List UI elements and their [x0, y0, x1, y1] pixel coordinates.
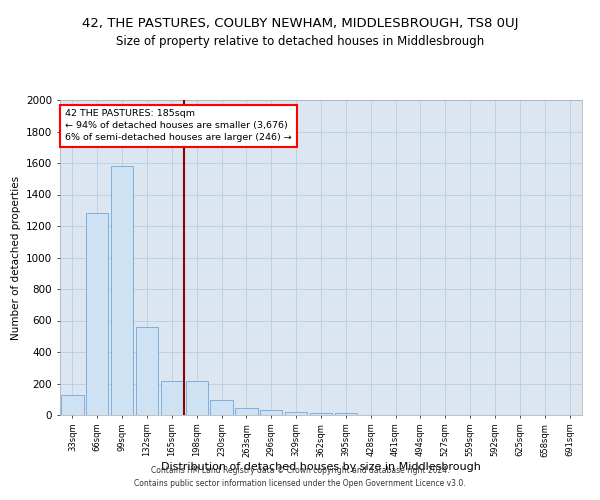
Bar: [136, 327, 158, 415]
X-axis label: Distribution of detached houses by size in Middlesbrough: Distribution of detached houses by size …: [161, 462, 481, 472]
Text: 42 THE PASTURES: 185sqm
← 94% of detached houses are smaller (3,676)
6% of semi-: 42 THE PASTURES: 185sqm ← 94% of detache…: [65, 110, 292, 142]
Y-axis label: Number of detached properties: Number of detached properties: [11, 176, 20, 340]
Bar: [61, 394, 83, 415]
Bar: [211, 400, 233, 415]
Bar: [235, 408, 257, 415]
Bar: [335, 414, 357, 415]
Bar: [185, 381, 208, 415]
Bar: [310, 414, 332, 415]
Bar: [260, 410, 283, 415]
Bar: [86, 214, 109, 415]
Text: Size of property relative to detached houses in Middlesbrough: Size of property relative to detached ho…: [116, 35, 484, 48]
Bar: [111, 166, 133, 415]
Bar: [161, 381, 183, 415]
Text: Contains HM Land Registry data © Crown copyright and database right 2024.
Contai: Contains HM Land Registry data © Crown c…: [134, 466, 466, 487]
Text: 42, THE PASTURES, COULBY NEWHAM, MIDDLESBROUGH, TS8 0UJ: 42, THE PASTURES, COULBY NEWHAM, MIDDLES…: [82, 18, 518, 30]
Bar: [285, 412, 307, 415]
